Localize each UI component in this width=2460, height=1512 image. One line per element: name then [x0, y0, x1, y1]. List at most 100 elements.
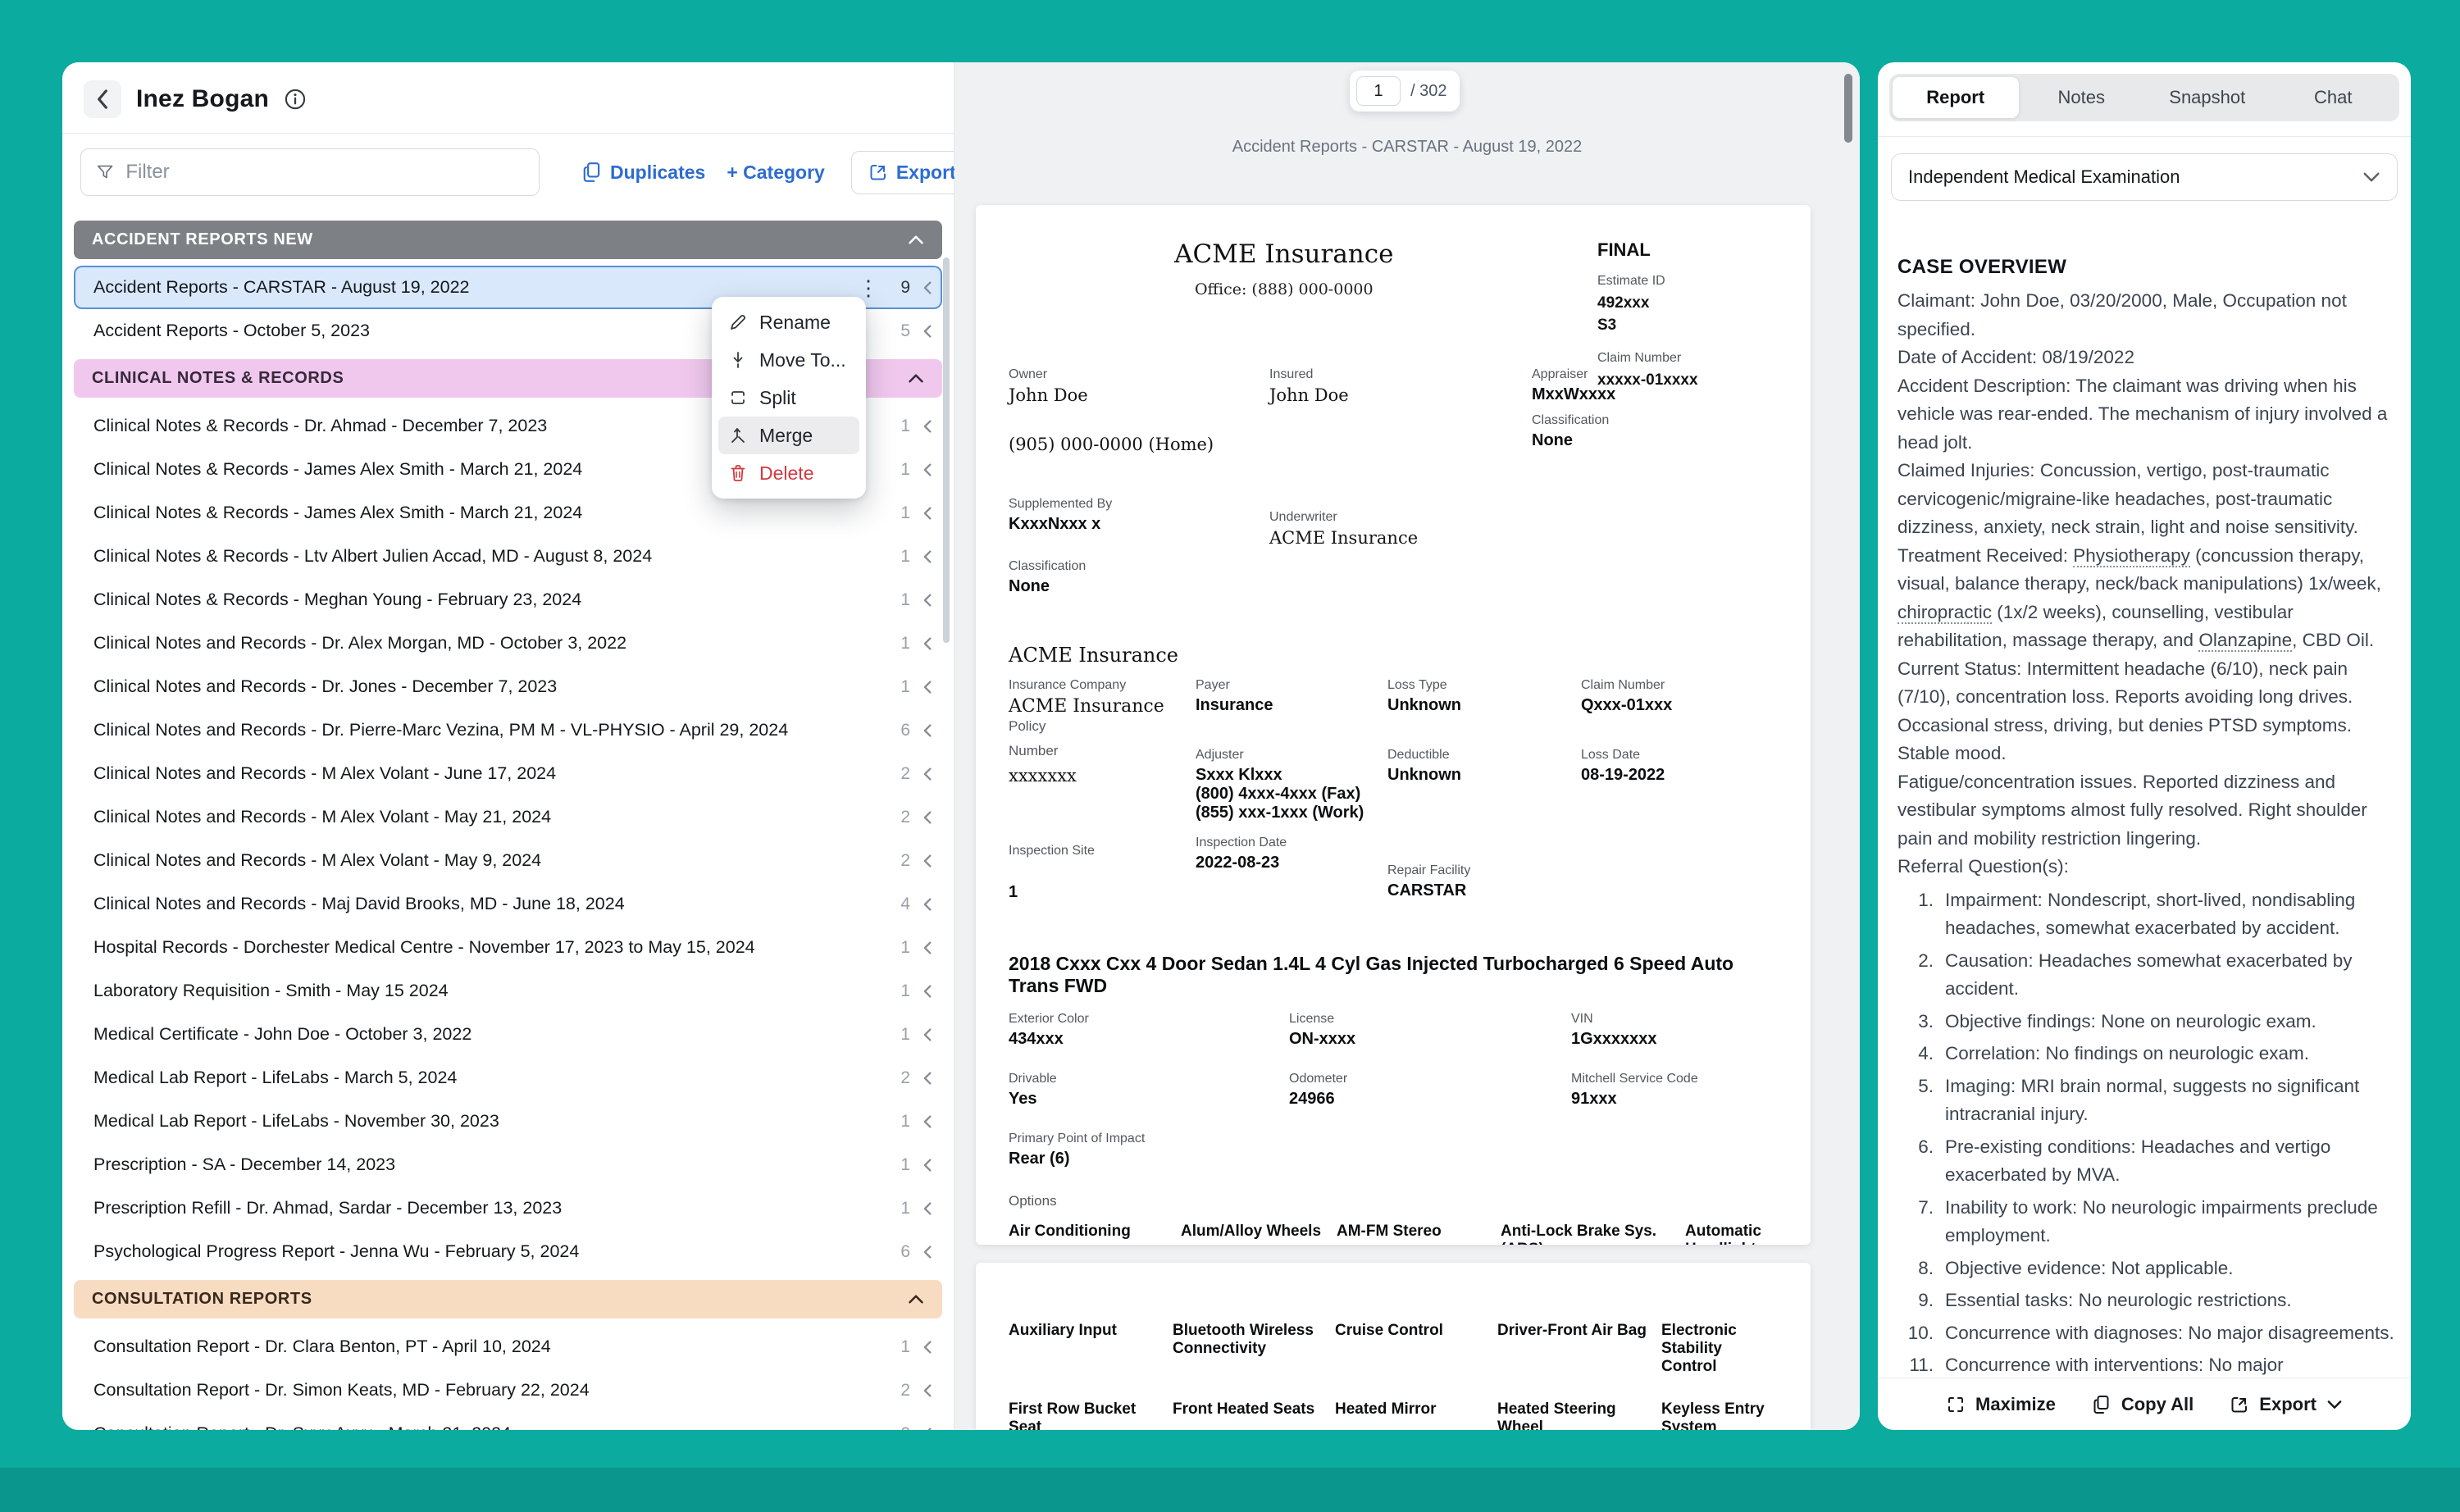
document-row[interactable]: Clinical Notes & Records - James Alex Sm… [74, 448, 942, 491]
pdf-company-title: ACME Insurance [1174, 239, 1394, 269]
report-paragraph: Referral Question(s): [1897, 856, 2069, 877]
chevron-left-icon[interactable] [922, 984, 932, 999]
page-indicator: 1 / 302 [1350, 71, 1460, 112]
document-row[interactable]: Medical Lab Report - LifeLabs - March 5,… [74, 1056, 942, 1100]
add-category-button[interactable]: + Category [727, 162, 825, 184]
section-header-consultation-reports[interactable]: CONSULTATION REPORTS [74, 1280, 942, 1318]
document-row[interactable]: Clinical Notes & Records - James Alex Sm… [74, 491, 942, 535]
maximize-button[interactable]: Maximize [1946, 1394, 2056, 1415]
pdf-insured: John Doe [1269, 385, 1349, 405]
item-text: Essential tasks: No neurologic restricti… [1945, 1290, 2292, 1310]
context-menu-move-to[interactable]: Move To... [718, 341, 859, 379]
document-row[interactable]: Clinical Notes and Records - Dr. Pierre-… [74, 708, 942, 752]
context-menu-merge[interactable]: Merge [718, 417, 859, 454]
chevron-left-icon[interactable] [922, 1340, 932, 1355]
page-count-badge: 1 [900, 416, 910, 435]
tab[interactable]: Notes [2019, 77, 2145, 118]
filter-input-wrap[interactable] [80, 148, 540, 196]
document-row[interactable]: Medical Certificate - John Doe - October… [74, 1013, 942, 1056]
context-menu-rename[interactable]: Rename [718, 303, 859, 341]
chevron-left-icon[interactable] [922, 1114, 932, 1129]
chevron-left-icon[interactable] [922, 767, 932, 781]
document-row[interactable]: Clinical Notes and Records - M Alex Vola… [74, 839, 942, 882]
chevron-left-icon[interactable] [922, 940, 932, 955]
document-row[interactable]: Clinical Notes & Records - Dr. Ahmad - D… [74, 404, 942, 448]
document-row[interactable]: Prescription - SA - December 14, 2023 ⋮ … [74, 1143, 942, 1186]
chevron-left-icon[interactable] [922, 549, 932, 564]
tab[interactable]: Report [1893, 77, 2019, 118]
tab[interactable]: Snapshot [2144, 77, 2271, 118]
pdf-label: VIN [1571, 1012, 1593, 1026]
template-selector-dropdown[interactable]: Independent Medical Examination [1891, 153, 2398, 201]
chevron-left-icon[interactable] [922, 723, 932, 738]
info-icon[interactable] [284, 88, 307, 111]
referral-question-item: 6. Pre-existing conditions: Headaches an… [1897, 1133, 2398, 1190]
chevron-left-icon[interactable] [922, 1201, 932, 1216]
pdf-inspection-date: 2022-08-23 [1196, 854, 1280, 872]
app-window: Inez Bogan Duplicates + Category Export [62, 62, 1860, 1430]
chevron-left-icon[interactable] [922, 462, 932, 477]
page-count-badge: 2 [900, 850, 910, 870]
filter-input[interactable] [125, 161, 524, 184]
export-report-button[interactable]: Export [2230, 1394, 2343, 1415]
chevron-left-icon[interactable] [922, 324, 932, 339]
document-row[interactable]: Medical Lab Report - LifeLabs - November… [74, 1100, 942, 1143]
chevron-left-icon[interactable] [922, 419, 932, 434]
document-row[interactable]: Clinical Notes and Records - Dr. Jones -… [74, 665, 942, 708]
section-header-label: CLINICAL NOTES & RECORDS [92, 369, 344, 387]
document-row[interactable]: Consultation Report - Dr. Clara Benton, … [74, 1325, 942, 1369]
chevron-left-icon[interactable] [922, 1427, 932, 1430]
chevron-left-icon[interactable] [922, 1245, 932, 1259]
document-row[interactable]: Laboratory Requisition - Smith - May 15 … [74, 969, 942, 1013]
chevron-left-icon[interactable] [922, 280, 932, 295]
tab-label: Report [1926, 87, 1985, 107]
section-header-accident-reports[interactable]: ACCIDENT REPORTS NEW [74, 221, 942, 259]
chevron-left-icon[interactable] [922, 1158, 932, 1173]
chevron-left-icon[interactable] [922, 1071, 932, 1086]
document-row[interactable]: Psychological Progress Report - Jenna Wu… [74, 1230, 942, 1273]
chevron-left-icon[interactable] [922, 854, 932, 868]
document-row[interactable]: Accident Reports - CARSTAR - August 19, … [74, 266, 942, 309]
chevron-left-icon[interactable] [922, 506, 932, 521]
chevron-left-icon[interactable] [922, 1383, 932, 1398]
chevron-left-icon[interactable] [922, 1027, 932, 1042]
document-row[interactable]: Clinical Notes & Records - Meghan Young … [74, 578, 942, 622]
document-row[interactable]: Hospital Records - Dorchester Medical Ce… [74, 926, 942, 969]
back-button[interactable] [84, 80, 121, 118]
context-menu-split[interactable]: Split [718, 379, 859, 417]
item-text: Objective evidence: Not applicable. [1945, 1257, 2234, 1278]
text-segment: , CBD Oil. [2292, 630, 2375, 650]
pdf-option: Air Conditioning [1009, 1223, 1131, 1240]
tab-label: Chat [2314, 87, 2353, 107]
chevron-left-icon[interactable] [922, 897, 932, 912]
document-row[interactable]: Consultation Report - Dr. Sxxx Axxx - Ma… [74, 1412, 942, 1430]
document-row[interactable]: Clinical Notes & Records - Ltv Albert Ju… [74, 535, 942, 578]
document-row[interactable]: Clinical Notes and Records - Dr. Alex Mo… [74, 622, 942, 665]
sidebar-scrollbar[interactable] [943, 257, 950, 643]
document-row[interactable]: Accident Reports - October 5, 2023 ⋮ 5 [74, 309, 942, 353]
chevron-left-icon[interactable] [922, 593, 932, 608]
document-sidebar: Inez Bogan Duplicates + Category Export [62, 62, 973, 1430]
item-number: 1. [1918, 889, 1934, 910]
document-title: Clinical Notes and Records - Maj David B… [93, 894, 625, 913]
document-row[interactable]: Consultation Report - Dr. Simon Keats, M… [74, 1369, 942, 1412]
pdf-estimate-id: 492xxx [1597, 294, 1650, 312]
copy-all-button[interactable]: Copy All [2092, 1394, 2194, 1415]
document-row[interactable]: Clinical Notes and Records - Maj David B… [74, 882, 942, 926]
kebab-menu-icon[interactable]: ⋮ [858, 275, 879, 300]
document-row[interactable]: Clinical Notes and Records - M Alex Vola… [74, 795, 942, 839]
duplicates-button[interactable]: Duplicates [582, 162, 705, 184]
document-row[interactable]: Prescription Refill - Dr. Ahmad, Sardar … [74, 1186, 942, 1230]
pdf-exterior-color: 434xxx [1009, 1030, 1064, 1048]
page-number-input[interactable]: 1 [1356, 76, 1401, 106]
pdf-option: Alum/Alloy Wheels [1181, 1223, 1322, 1240]
pdf-label: Owner [1009, 367, 1048, 381]
chevron-left-icon[interactable] [922, 810, 932, 825]
chevron-left-icon[interactable] [922, 680, 932, 695]
chevron-left-icon[interactable] [922, 636, 932, 651]
tab[interactable]: Chat [2271, 77, 2397, 118]
viewer-scrollbar[interactable] [1844, 74, 1852, 143]
context-menu-delete[interactable]: Delete [718, 454, 859, 492]
sidebar-header: Inez Bogan [62, 62, 954, 133]
document-row[interactable]: Clinical Notes and Records - M Alex Vola… [74, 752, 942, 795]
